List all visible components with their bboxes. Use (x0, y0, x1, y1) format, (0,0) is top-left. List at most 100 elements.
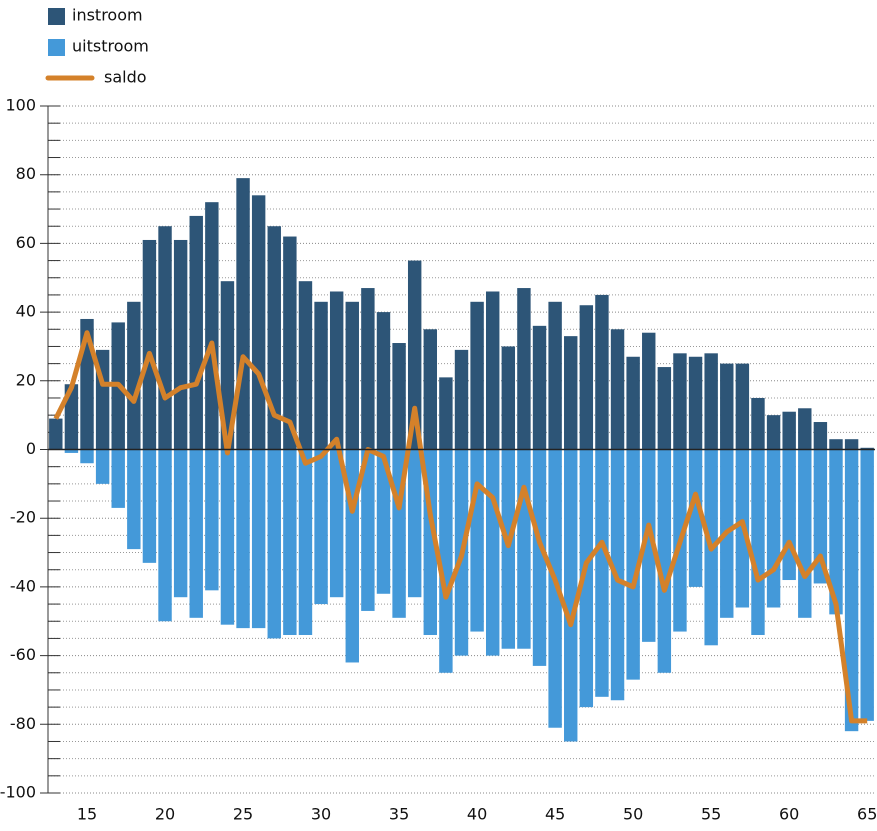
bar (329, 449, 344, 598)
bar (189, 449, 203, 618)
y-tick-label: -80 (10, 714, 36, 733)
x-tick-label: 35 (389, 805, 409, 824)
bar (298, 281, 313, 450)
bar (548, 301, 562, 450)
bar (829, 449, 843, 615)
bar (236, 178, 250, 450)
bar (517, 449, 531, 649)
bar (595, 294, 609, 450)
y-tick-label: 100 (5, 96, 36, 115)
bar (49, 418, 63, 450)
bar (813, 449, 828, 584)
bar (564, 449, 578, 742)
x-tick-label: 50 (623, 805, 643, 824)
legend-label: uitstroom (72, 37, 149, 56)
bar (314, 449, 328, 605)
bar (64, 384, 79, 450)
bar (844, 439, 859, 450)
legend-label: instroom (72, 6, 143, 25)
bar (329, 291, 344, 450)
bar (111, 449, 125, 508)
bar (205, 202, 219, 450)
bar (470, 301, 484, 450)
bar (485, 291, 500, 450)
bar (829, 439, 843, 450)
bar (158, 226, 172, 450)
legend-swatch (48, 39, 65, 56)
bar (860, 447, 874, 450)
bar (751, 449, 765, 635)
bar (860, 449, 874, 721)
bar (501, 346, 516, 450)
bar (376, 449, 391, 594)
bar (532, 449, 547, 666)
x-tick-label: 40 (467, 805, 487, 824)
bar (688, 356, 703, 450)
bar (95, 449, 110, 484)
bar (501, 449, 516, 649)
bar (798, 449, 812, 618)
x-tick-label: 30 (311, 805, 331, 824)
bar (470, 449, 484, 632)
bar (657, 367, 672, 450)
y-tick-label: 80 (16, 164, 36, 183)
bar (439, 449, 453, 673)
bar (626, 449, 640, 680)
bar (127, 449, 141, 550)
x-tick-label: 25 (233, 805, 253, 824)
bar (142, 239, 157, 450)
x-tick-label: 15 (77, 805, 97, 824)
y-tick-label: -20 (10, 508, 36, 527)
bar (673, 353, 687, 450)
bar (532, 325, 547, 450)
bar (142, 449, 157, 563)
bar (735, 363, 750, 450)
bar (704, 353, 718, 450)
x-tick-label: 45 (545, 805, 565, 824)
bar (595, 449, 609, 697)
bar (80, 449, 94, 464)
bar (267, 449, 281, 639)
bar (220, 281, 235, 450)
bar (579, 305, 594, 450)
bar (392, 343, 406, 450)
y-tick-label: 40 (16, 302, 36, 321)
bar (220, 449, 235, 625)
bar (251, 449, 266, 629)
bar (485, 449, 500, 656)
legend-swatch (48, 8, 65, 25)
x-tick-label: 60 (779, 805, 799, 824)
bar (564, 336, 578, 450)
bar (376, 312, 391, 450)
y-tick-label: 60 (16, 233, 36, 252)
y-tick-label: -100 (0, 783, 36, 802)
bar (548, 449, 562, 728)
bar (267, 226, 281, 450)
bar (642, 449, 656, 642)
bar (766, 449, 781, 608)
bar (407, 260, 422, 450)
line (53, 330, 868, 724)
bar (251, 195, 266, 450)
bar (751, 397, 765, 450)
bar (283, 236, 297, 450)
x-tick-label: 55 (701, 805, 721, 824)
bar (454, 349, 469, 450)
bar (782, 449, 796, 581)
bar (407, 449, 422, 598)
bar (439, 377, 453, 450)
y-tick-label: 0 (26, 439, 36, 458)
bar (189, 215, 203, 450)
bar (64, 449, 79, 453)
x-tick-label: 65 (857, 805, 877, 824)
bar (657, 449, 672, 673)
x-tick-label: 20 (155, 805, 175, 824)
bar (688, 449, 703, 587)
bar (610, 329, 625, 450)
bar (298, 449, 313, 635)
bar (517, 288, 531, 450)
bar (844, 449, 859, 732)
bar (127, 301, 141, 450)
bar (158, 449, 172, 622)
